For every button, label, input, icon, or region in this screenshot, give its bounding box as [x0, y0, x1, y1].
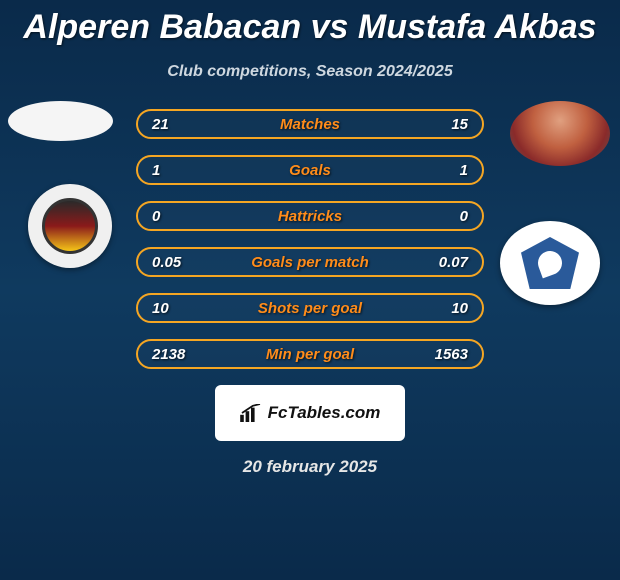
club-left-badge-inner	[42, 198, 98, 254]
stat-right-value: 1563	[435, 346, 468, 363]
stat-row: 1 Goals 1	[136, 155, 484, 185]
stat-row: 0.05 Goals per match 0.07	[136, 247, 484, 277]
stat-right-value: 1	[460, 162, 468, 179]
stat-row: 10 Shots per goal 10	[136, 293, 484, 323]
stat-label: Shots per goal	[258, 300, 362, 317]
stat-row: 0 Hattricks 0	[136, 201, 484, 231]
stat-left-value: 21	[152, 116, 169, 133]
brand-text: FcTables.com	[268, 403, 381, 423]
stat-left-value: 1	[152, 162, 160, 179]
chart-icon	[240, 404, 262, 422]
comparison-area: 21 Matches 15 1 Goals 1 0 Hattricks 0 0.…	[0, 109, 620, 477]
stat-label: Goals per match	[251, 254, 369, 271]
stat-label: Matches	[280, 116, 340, 133]
stat-left-value: 0	[152, 208, 160, 225]
stat-left-value: 0.05	[152, 254, 181, 271]
stat-left-value: 2138	[152, 346, 185, 363]
stat-row: 2138 Min per goal 1563	[136, 339, 484, 369]
page-title: Alperen Babacan vs Mustafa Akbas	[0, 0, 620, 47]
player-left-avatar	[8, 101, 113, 141]
stats-list: 21 Matches 15 1 Goals 1 0 Hattricks 0 0.…	[136, 109, 484, 369]
brand-logo-box: FcTables.com	[215, 385, 405, 441]
stat-right-value: 15	[451, 116, 468, 133]
player-right-avatar	[510, 101, 610, 166]
stat-label: Min per goal	[266, 346, 354, 363]
stat-label: Hattricks	[278, 208, 342, 225]
stat-left-value: 10	[152, 300, 169, 317]
stat-right-value: 0	[460, 208, 468, 225]
stat-right-value: 10	[451, 300, 468, 317]
subtitle: Club competitions, Season 2024/2025	[0, 63, 620, 81]
stat-label: Goals	[289, 162, 331, 179]
stat-row: 21 Matches 15	[136, 109, 484, 139]
date-text: 20 february 2025	[0, 457, 620, 477]
stat-right-value: 0.07	[439, 254, 468, 271]
club-right-badge-inner	[521, 237, 579, 289]
club-right-badge	[500, 221, 600, 305]
club-left-badge	[28, 184, 112, 268]
